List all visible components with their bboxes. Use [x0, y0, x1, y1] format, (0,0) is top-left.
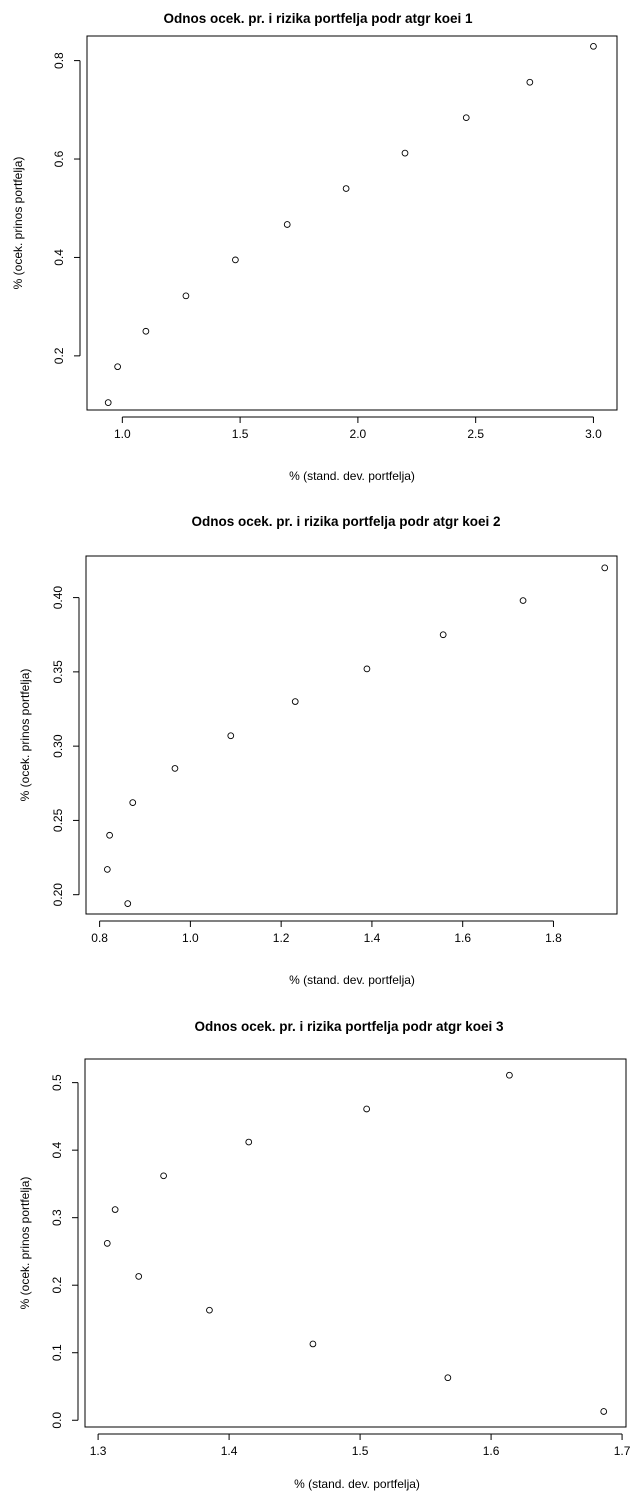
- x-axis-label: % (stand. dev. portfelja): [289, 469, 415, 483]
- data-point: [363, 665, 371, 673]
- x-tick-label: 1.6: [454, 931, 471, 945]
- y-axis-label: % (ocek. prinos portfelja): [18, 1177, 32, 1310]
- data-point: [206, 1306, 213, 1314]
- data-point: [160, 1172, 167, 1180]
- data-point: [171, 765, 179, 772]
- y-tick-label: 0.0: [50, 1412, 64, 1429]
- x-tick-label: 1.8: [545, 931, 562, 945]
- data-points: [104, 42, 597, 406]
- y-tick-label: 0.2: [52, 347, 66, 364]
- x-tick-label: 1.0: [114, 427, 131, 441]
- y-tick-label: 0.3: [50, 1209, 64, 1226]
- data-point: [129, 799, 137, 806]
- x-axis: 0.8 1.0 1.2 1.4 1.6 1.8: [91, 920, 562, 945]
- y-axis: 0.20 0.25 0.30 0.35 0.40: [51, 586, 80, 907]
- x-axis: 1.3 1.4 1.5 1.6 1.7: [90, 1433, 631, 1458]
- y-axis: 0.0 0.1 0.2 0.3 0.4 0.5: [50, 1074, 79, 1429]
- data-point: [124, 900, 132, 907]
- chart-1: Odnos ocek. pr. i rizika portfelja podr …: [11, 11, 618, 483]
- data-point: [106, 831, 113, 839]
- plot-frame: [86, 35, 618, 411]
- data-point: [363, 1105, 370, 1113]
- y-tick-label: 0.8: [52, 52, 66, 69]
- x-tick-label: 1.2: [273, 931, 290, 945]
- x-tick-label: 1.3: [90, 1444, 107, 1458]
- x-axis-label: % (stand. dev. portfelja): [289, 973, 415, 987]
- data-point: [103, 866, 111, 873]
- data-point: [506, 1071, 513, 1079]
- data-point: [227, 732, 235, 740]
- chart-title: Odnos ocek. pr. i rizika portfelja podr …: [191, 514, 500, 529]
- x-tick-label: 1.0: [182, 931, 199, 945]
- x-tick-label: 0.8: [91, 931, 108, 945]
- chart-title: Odnos ocek. pr. i rizika portfelja podr …: [163, 11, 473, 26]
- data-point: [519, 597, 527, 604]
- chart-2: Odnos ocek. pr. i rizika portfelja podr …: [18, 514, 618, 987]
- y-tick-label: 0.2: [50, 1277, 64, 1294]
- plot-frame: [85, 555, 618, 915]
- y-tick-label: 0.30: [51, 734, 65, 758]
- x-tick-label: 3.0: [585, 427, 602, 441]
- y-tick-label: 0.6: [52, 150, 66, 167]
- data-point: [232, 256, 239, 264]
- data-points: [103, 1071, 608, 1415]
- data-point: [111, 1206, 119, 1213]
- data-point: [590, 42, 597, 50]
- x-tick-label: 2.0: [350, 427, 367, 441]
- data-point: [291, 698, 299, 705]
- data-point: [439, 631, 447, 639]
- data-point: [104, 399, 112, 406]
- plot-frame: [84, 1058, 627, 1428]
- y-tick-label: 0.40: [51, 586, 65, 610]
- data-point: [342, 185, 350, 192]
- y-tick-label: 0.35: [51, 660, 65, 684]
- y-tick-label: 0.4: [50, 1141, 64, 1158]
- x-tick-label: 1.5: [352, 1444, 369, 1458]
- x-tick-label: 2.5: [467, 427, 484, 441]
- data-point: [283, 221, 291, 228]
- chart-3: Odnos ocek. pr. i rizika portfelja podr …: [18, 1019, 631, 1491]
- y-axis: 0.2 0.4 0.6 0.8: [52, 52, 81, 364]
- data-point: [142, 327, 150, 335]
- data-point: [601, 564, 609, 572]
- x-tick-label: 1.7: [614, 1444, 631, 1458]
- x-tick-label: 1.5: [232, 427, 249, 441]
- data-point: [309, 1340, 317, 1348]
- y-tick-label: 0.25: [51, 808, 65, 832]
- x-axis-label: % (stand. dev. portfelja): [294, 1477, 420, 1491]
- x-axis: 1.0 1.5 2.0 2.5 3.0: [114, 416, 602, 441]
- y-tick-label: 0.20: [51, 883, 65, 907]
- data-point: [135, 1273, 143, 1280]
- y-axis-label: % (ocek. prinos portfelja): [11, 157, 25, 290]
- x-tick-label: 1.4: [364, 931, 381, 945]
- y-tick-label: 0.5: [50, 1074, 64, 1091]
- data-point: [526, 78, 534, 86]
- data-point: [182, 292, 190, 300]
- data-point: [245, 1138, 253, 1146]
- data-point: [103, 1239, 111, 1247]
- data-point: [600, 1408, 608, 1415]
- data-point: [462, 114, 470, 122]
- y-tick-label: 0.4: [52, 249, 66, 266]
- data-points: [103, 564, 609, 907]
- data-point: [444, 1374, 452, 1382]
- chart-title: Odnos ocek. pr. i rizika portfelja podr …: [194, 1019, 504, 1034]
- y-tick-label: 0.1: [50, 1344, 64, 1361]
- x-tick-label: 1.6: [483, 1444, 500, 1458]
- x-tick-label: 1.4: [221, 1444, 238, 1458]
- data-point: [401, 149, 409, 157]
- data-point: [114, 363, 121, 371]
- y-axis-label: % (ocek. prinos portfelja): [18, 669, 32, 802]
